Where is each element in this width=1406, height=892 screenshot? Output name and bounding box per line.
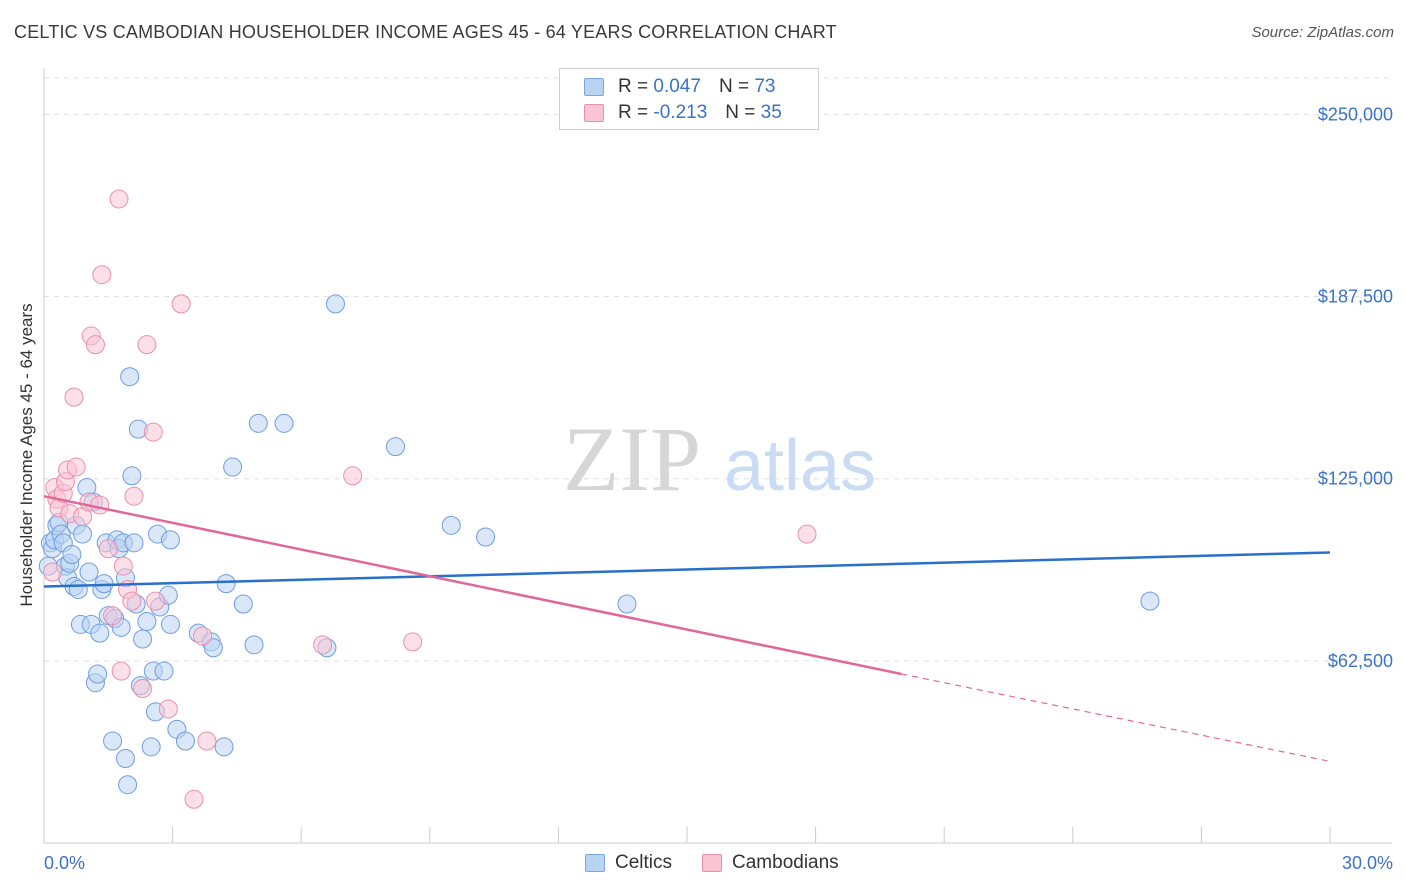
source-label: Source: ZipAtlas.com xyxy=(1251,24,1394,41)
celtics-point xyxy=(617,594,637,614)
cambodians-swatch xyxy=(584,104,604,122)
celtics-point xyxy=(214,737,234,757)
watermark: ZIP atlas xyxy=(563,408,876,510)
celtics-point xyxy=(154,661,174,681)
celtics-point xyxy=(441,515,461,535)
celtics-point xyxy=(1140,591,1160,611)
celtics-point xyxy=(122,466,142,486)
celtics-n-value: 73 xyxy=(754,76,776,97)
celtics-trend-line xyxy=(43,551,1331,588)
celtics-point xyxy=(62,544,82,564)
cambodians-point xyxy=(85,335,105,355)
celtics-point xyxy=(175,731,195,751)
cambodians-point xyxy=(43,562,63,582)
celtics-point xyxy=(124,533,144,553)
trend-lines xyxy=(43,494,1331,762)
celtics-point xyxy=(79,562,99,582)
celtics-point xyxy=(233,594,253,614)
celtics-point xyxy=(118,775,138,795)
cambodians-point xyxy=(197,731,217,751)
celtics-points xyxy=(38,294,1160,795)
cambodians-point xyxy=(64,387,84,407)
cambodians-point xyxy=(193,626,213,646)
cambodians-swatch xyxy=(702,854,723,872)
celtics-point xyxy=(73,524,93,544)
cambodians-point xyxy=(403,632,423,652)
cambodians-point xyxy=(145,591,165,611)
celtics-point xyxy=(274,413,294,433)
legend-row-celtics: R = 0.047 N = 73 xyxy=(584,74,775,100)
chart-title: CELTIC VS CAMBODIAN HOUSEHOLDER INCOME A… xyxy=(14,22,837,42)
celtics-point xyxy=(248,413,268,433)
y-tick-label: $125,000 xyxy=(1318,469,1393,489)
cambodians-r-value: -0.213 xyxy=(653,102,708,123)
celtics-point xyxy=(476,527,496,547)
cambodians-point xyxy=(184,789,204,809)
cambodians-trend-extension xyxy=(901,673,1331,762)
celtics-point xyxy=(386,437,406,457)
cambodians-point xyxy=(90,495,110,515)
cambodians-point xyxy=(103,606,123,626)
celtics-point xyxy=(88,664,108,684)
cambodians-point xyxy=(92,265,112,285)
cambodians-point xyxy=(143,422,163,442)
x-tick-label: 0.0% xyxy=(44,853,85,873)
cambodians-trend-line xyxy=(43,494,902,676)
gridlines xyxy=(44,77,1392,662)
celtics-point xyxy=(160,614,180,634)
cambodians-point xyxy=(66,457,86,477)
celtics-point xyxy=(216,574,236,594)
celtics-point xyxy=(244,635,264,655)
cambodians-n-value: 35 xyxy=(760,102,782,123)
legend-label-celtics: Celtics xyxy=(615,852,673,873)
tick-labels: $62,500 $125,000 $187,500 $250,000 0.0% 30.0% xyxy=(44,104,1393,873)
cambodians-point xyxy=(111,661,131,681)
celtics-swatch xyxy=(584,78,604,96)
y-tick-label: $187,500 xyxy=(1318,287,1393,307)
x-tick-label: 30.0% xyxy=(1342,853,1393,873)
celtics-point xyxy=(137,612,157,632)
cambodians-point xyxy=(797,524,817,544)
celtics-point xyxy=(325,294,345,314)
watermark-atlas: atlas xyxy=(724,426,876,506)
legend-label-cambodians: Cambodians xyxy=(732,852,839,873)
cambodians-point xyxy=(98,539,118,559)
cambodians-point xyxy=(137,335,157,355)
legend-item-celtics[interactable]: Celtics xyxy=(585,852,672,874)
y-tick-label: $250,000 xyxy=(1318,104,1393,124)
celtics-point xyxy=(90,623,110,643)
legend-row-cambodians: R = -0.213 N = 35 xyxy=(584,100,782,126)
celtics-point xyxy=(68,579,88,599)
cambodians-point xyxy=(171,294,191,314)
celtics-point xyxy=(160,530,180,550)
celtics-point xyxy=(115,748,135,768)
r-label: R = xyxy=(618,102,649,123)
r-label: R = xyxy=(618,76,649,97)
y-tick-label: $62,500 xyxy=(1328,651,1393,671)
celtics-swatch xyxy=(585,854,605,872)
n-label: N = xyxy=(725,102,756,123)
n-label: N = xyxy=(718,76,750,97)
cambodians-point xyxy=(313,635,333,655)
cambodians-point xyxy=(109,189,129,209)
series-legend: Celtics Cambodians xyxy=(585,852,869,874)
watermark-zip: ZIP xyxy=(563,408,701,510)
cambodians-point xyxy=(124,486,144,506)
cambodians-point xyxy=(133,679,153,699)
celtics-point xyxy=(103,731,123,751)
celtics-point xyxy=(223,457,243,477)
cambodians-point xyxy=(113,556,133,576)
axes xyxy=(43,68,1392,844)
cambodians-points xyxy=(43,189,817,809)
celtics-point xyxy=(141,737,161,757)
cambodians-point xyxy=(343,466,363,486)
celtics-point xyxy=(120,367,140,387)
celtics-point xyxy=(133,629,153,649)
cambodians-point xyxy=(158,699,178,719)
celtics-r-value: 0.047 xyxy=(653,76,701,97)
correlation-legend: R = 0.047 N = 73 R = -0.213 N = 35 xyxy=(559,68,819,130)
cambodians-point xyxy=(122,591,142,611)
legend-item-cambodians[interactable]: Cambodians xyxy=(702,852,839,874)
